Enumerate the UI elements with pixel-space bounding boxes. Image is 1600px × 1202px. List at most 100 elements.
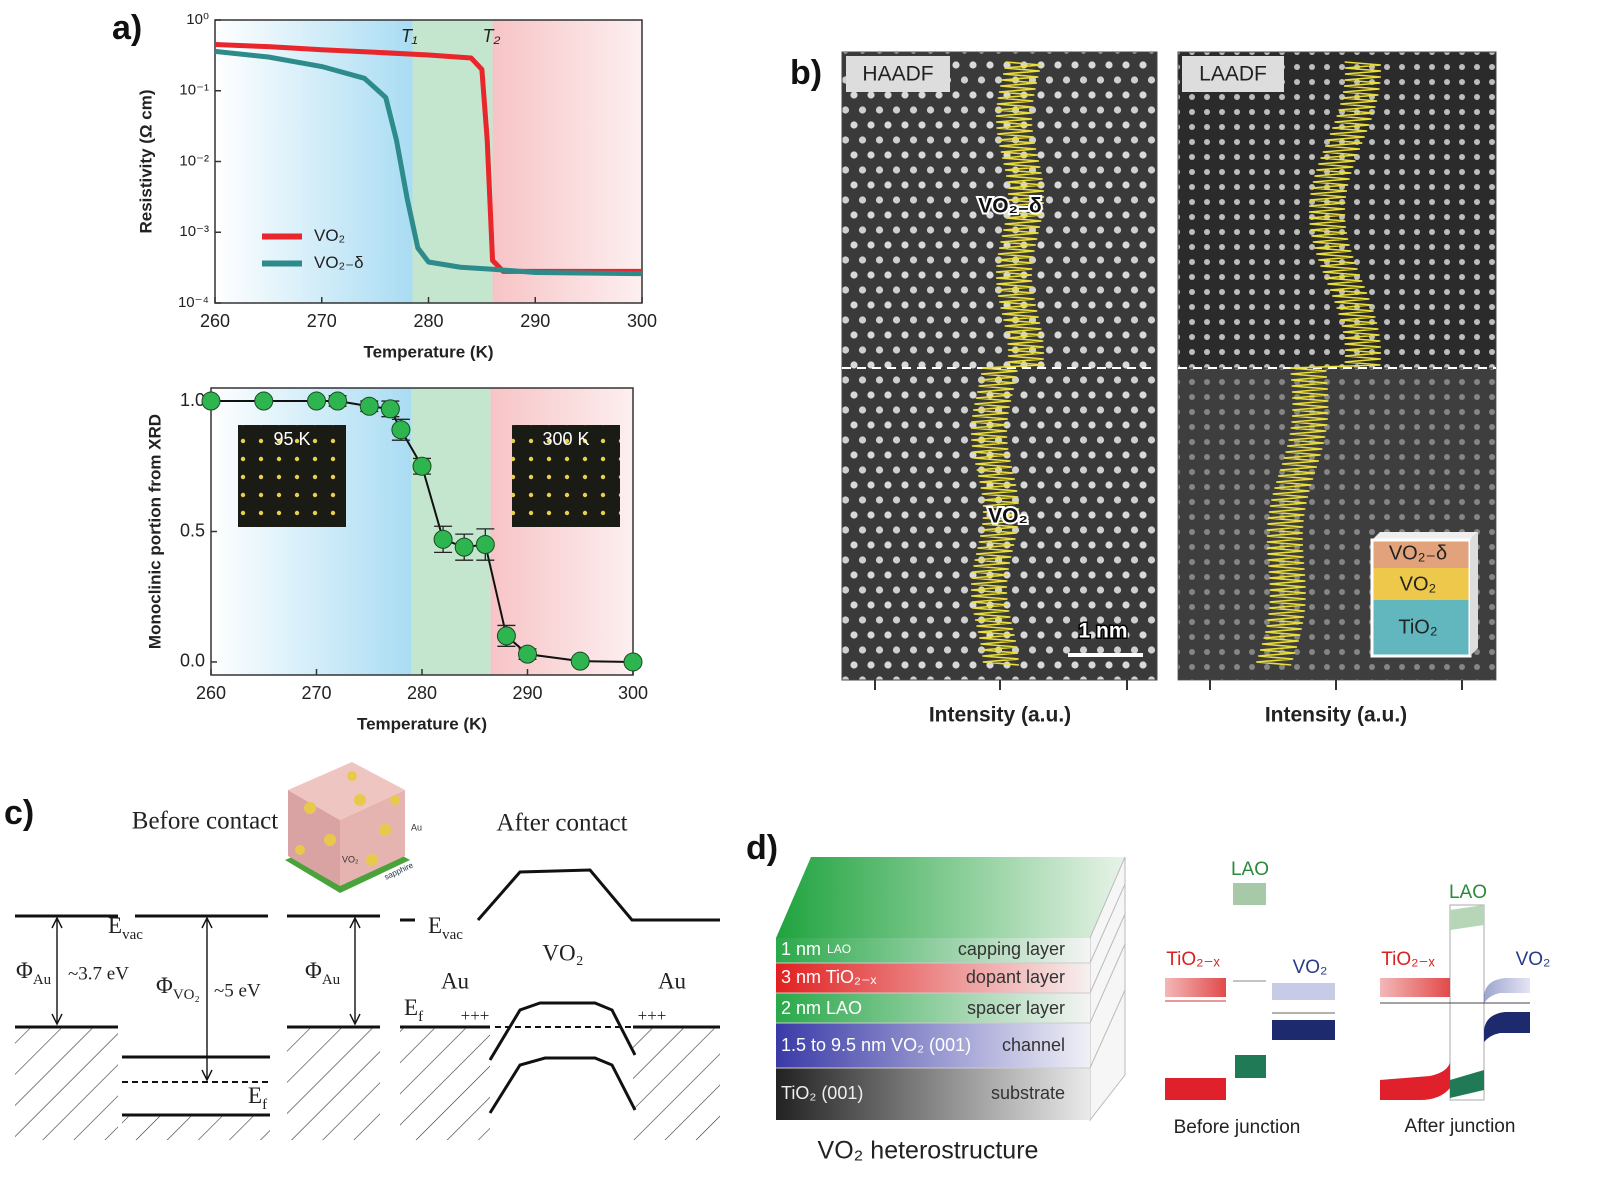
band <box>1380 1062 1450 1100</box>
label: ΦAu <box>16 958 52 988</box>
layer <box>776 993 1090 1023</box>
x-axis-label: Temperature (K) <box>357 714 487 733</box>
band <box>488 1056 637 1114</box>
cube-face <box>288 790 340 886</box>
charge: +++ <box>461 1006 490 1025</box>
scale-label: 1 nm <box>1078 620 1127 643</box>
label: ΦVO₂ <box>156 973 200 1003</box>
legend-label: VO₂₋δ <box>314 253 364 272</box>
intensity-profile <box>970 61 1045 666</box>
band-label: LAO <box>1231 859 1269 880</box>
label: Evac <box>108 913 143 943</box>
point <box>254 391 274 411</box>
charge: +++ <box>638 1006 667 1025</box>
band <box>1484 978 1530 1003</box>
band <box>1380 978 1450 997</box>
y-axis-label: Monoclinic portion from XRD <box>145 414 164 649</box>
particles <box>295 771 400 866</box>
point <box>475 535 495 555</box>
band-label: VO₂ <box>1293 957 1328 978</box>
layer-label: 1 nm LAO <box>781 939 851 959</box>
intensity-profile <box>1256 61 1382 666</box>
label: VO₂ <box>542 940 583 965</box>
image-title: HAADF <box>862 63 933 86</box>
image-title: LAADF <box>1199 63 1267 86</box>
x-tick-label: 300 <box>627 311 657 331</box>
label: Before contact <box>132 808 279 835</box>
label: After contact <box>496 810 627 837</box>
label: ~3.7 eV <box>68 963 129 984</box>
caption: After junction <box>1405 1116 1516 1137</box>
x-tick-label: 260 <box>196 683 226 703</box>
x-tick-label: 270 <box>301 683 331 703</box>
point <box>454 537 474 557</box>
cube-label: VO₂₋δ <box>1389 542 1447 564</box>
vacuum-level <box>476 868 720 922</box>
x-tick-label: 280 <box>413 311 443 331</box>
cube-label: TiO₂ <box>1398 616 1437 638</box>
metal <box>15 1028 118 1140</box>
band-label: TiO₂₋ₓ <box>1381 949 1435 970</box>
band <box>1450 905 1484 930</box>
inset-label: 95 K <box>273 429 310 449</box>
label: Ef <box>404 995 423 1025</box>
caption: Before junction <box>1174 1117 1301 1138</box>
band <box>488 1001 637 1061</box>
label: ΦAu <box>305 958 341 988</box>
x-tick-label: 290 <box>520 311 550 331</box>
layer-label: 1.5 to 9.5 nm VO₂ (001) <box>781 1035 971 1055</box>
caption: VO₂ heterostructure <box>818 1137 1039 1165</box>
label: Evac <box>428 913 463 943</box>
band <box>1272 983 1335 1000</box>
y-tick-label: 10⁻⁴ <box>178 294 209 311</box>
point <box>518 644 537 664</box>
stack-top <box>776 857 1125 938</box>
label: ~5 eV <box>214 980 261 1001</box>
band-label: LAO <box>1449 882 1487 903</box>
x-axis-label: Temperature (K) <box>363 342 493 361</box>
y-tick-label: 0.5 <box>180 520 205 540</box>
metal <box>287 1028 380 1140</box>
y-tick-label: 10⁰ <box>186 11 209 28</box>
x-tick-label: 270 <box>307 311 337 331</box>
arrow-head <box>349 916 361 1026</box>
cube-label: VO₂ <box>342 854 359 864</box>
cube-top <box>288 762 405 820</box>
chart: 260 270 280 290 300 0.0 0.5 1.0 Temperature (K) M… <box>145 387 648 733</box>
cube-top <box>1372 532 1478 540</box>
region-label: VO₂ <box>988 505 1028 528</box>
cube-layer <box>1372 540 1470 568</box>
band <box>1484 1012 1530 1042</box>
annotation: T₂ <box>483 26 501 46</box>
region <box>492 20 642 303</box>
layer-name: dopant layer <box>966 967 1065 987</box>
metal <box>633 1028 720 1140</box>
point <box>391 420 411 440</box>
chart: 260 270 280 290 300 10⁰ 10⁻¹ 10⁻² 10⁻³ 10⁻⁴ Temper… <box>136 11 657 362</box>
cube-layer <box>1372 568 1470 600</box>
label: Au <box>441 968 470 993</box>
annotation: T₁ <box>401 26 418 46</box>
legend-label: VO₂ <box>314 226 345 245</box>
layer <box>776 938 1090 963</box>
panel-label: c) <box>4 794 34 832</box>
x-tick-label: 280 <box>407 683 437 703</box>
region <box>411 388 491 675</box>
band-label: VO₂ <box>1516 949 1551 970</box>
stack-edge <box>1089 883 1126 1069</box>
layer-name: capping layer <box>958 939 1065 959</box>
label-box <box>846 56 950 92</box>
point <box>412 456 432 476</box>
arrow-head <box>51 916 63 1026</box>
axis-label: Intensity (a.u.) <box>929 704 1071 727</box>
layer <box>776 963 1090 993</box>
layer-label: 3 nm TiO₂₋ₓ <box>781 967 877 987</box>
layer-label: TiO₂ (001) <box>781 1083 863 1103</box>
cube-side <box>1470 532 1478 656</box>
point <box>359 396 379 416</box>
point <box>433 529 453 549</box>
layer-name: substrate <box>991 1083 1065 1103</box>
x-tick-label: 290 <box>512 683 542 703</box>
panel-c: Before contact After contact Au VO₂ sapp… <box>15 762 720 1140</box>
